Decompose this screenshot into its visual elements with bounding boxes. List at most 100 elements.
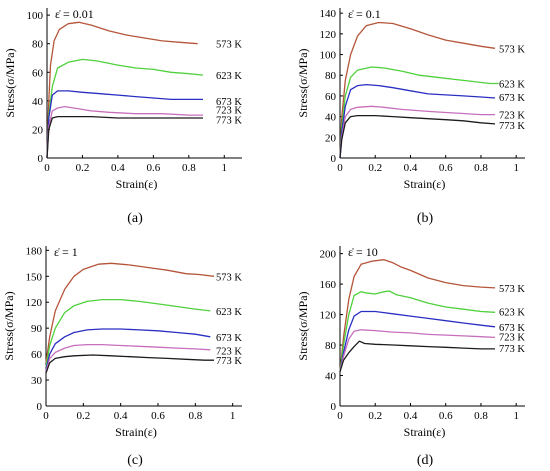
y-tick-label: 200: [320, 249, 337, 261]
x-tick-label: 1: [230, 410, 236, 422]
x-tick-label: 0.8: [474, 162, 488, 174]
y-tick-label: 80: [32, 39, 44, 51]
x-tick-label: 0.2: [76, 162, 90, 174]
x-tick-label: 0.8: [474, 410, 488, 422]
series-line-773k: [339, 114, 496, 159]
y-tick-label: 0: [331, 153, 337, 165]
y-tick-label: 20: [325, 132, 337, 144]
series-label: 573 K: [499, 284, 525, 295]
series-label: 673 K: [216, 333, 242, 344]
x-tick-label: 0.4: [111, 162, 125, 174]
series-line-623k: [339, 66, 499, 159]
x-tick-label: 1: [513, 162, 519, 174]
strain-rate-annotation: ε̇ = 10: [348, 245, 378, 259]
strain-rate-annotation: ε̇ = 0.01: [55, 7, 94, 21]
series-label: 773 K: [499, 121, 525, 132]
y-tick-label: 120: [320, 29, 337, 41]
y-tick-label: 100: [320, 50, 337, 62]
panel-c: 0 0.2 0.4 0.6 0.8 1 0 30 60 90 120 150 180 Strain(ε) S…: [2, 245, 242, 468]
y-axis-label: Stress(σ/MPa): [3, 48, 17, 117]
y-tick-label: 150: [26, 271, 43, 283]
series-line-773k: [339, 340, 495, 372]
series-label: 623 K: [499, 308, 525, 319]
series-line-773k: [45, 354, 214, 374]
series-line-673k: [45, 328, 211, 370]
x-axis-label: Strain(ε): [404, 425, 446, 439]
series-label: 723 K: [499, 111, 525, 122]
series-line-723k: [46, 105, 203, 159]
series-line-623k: [45, 298, 211, 368]
y-axis-label: Stress(σ/MPa): [296, 48, 310, 117]
x-tick-label: 0: [337, 410, 343, 422]
series-label: 673 K: [216, 97, 242, 108]
panel-b: 0 0.2 0.4 0.6 0.8 1 0 20 40 60 80 100 120 140 Strain(ε…: [296, 7, 525, 226]
series-line-723k: [339, 105, 495, 159]
x-tick-label: 0.4: [404, 410, 418, 422]
x-tick-label: 0.2: [368, 410, 382, 422]
series-line-773k: [46, 115, 203, 159]
y-tick-label: 40: [32, 96, 44, 108]
series-label: 673 K: [499, 323, 525, 334]
series-line-573k: [45, 262, 215, 363]
x-tick-label: 0: [337, 162, 343, 174]
y-tick-label: 100: [27, 10, 44, 22]
series-line-573k: [339, 21, 496, 159]
y-tick-label: 90: [31, 323, 43, 335]
x-axis-label: Strain(ε): [404, 177, 446, 191]
y-tick-label: 60: [325, 91, 337, 103]
y-tick-label: 0: [331, 401, 337, 413]
x-tick-label: 0.6: [439, 410, 453, 422]
x-tick-label: 0.4: [114, 410, 128, 422]
series-label: 573 K: [216, 272, 242, 283]
series-line-623k: [339, 290, 496, 372]
y-tick-label: 80: [325, 340, 337, 352]
x-tick-label: 0.8: [182, 162, 196, 174]
x-tick-label: 0: [44, 162, 50, 174]
x-axis-label: Strain(ε): [116, 177, 158, 191]
x-axis-label: Strain(ε): [115, 425, 157, 439]
series-line-723k: [45, 343, 211, 372]
series-label: 723 K: [216, 347, 242, 358]
x-tick-label: 0.8: [188, 410, 202, 422]
series-line-573k: [46, 21, 198, 159]
series-line-623k: [46, 58, 204, 159]
y-tick-label: 120: [320, 310, 337, 322]
series-label: 773 K: [216, 115, 242, 126]
x-tick-label: 1: [222, 162, 228, 174]
series-line-573k: [339, 259, 496, 372]
y-tick-label: 180: [26, 245, 43, 257]
series-label: 773 K: [216, 356, 242, 367]
y-tick-label: 30: [31, 375, 43, 387]
y-tick-label: 160: [320, 279, 337, 291]
series-label: 773 K: [499, 344, 525, 355]
series-label: 673 K: [499, 93, 525, 104]
series-label: 723 K: [216, 105, 242, 116]
x-tick-label: 0: [43, 410, 49, 422]
panel-caption: (d): [417, 453, 434, 468]
y-axis-label: Stress(σ/MPa): [296, 291, 310, 360]
x-tick-label: 0.6: [439, 162, 453, 174]
x-tick-label: 1: [513, 410, 519, 422]
y-tick-label: 0: [37, 401, 43, 413]
series-label: 623 K: [216, 71, 242, 82]
x-tick-label: 0.6: [151, 410, 165, 422]
panel-a: 0 0.2 0.4 0.6 0.8 1 0 20 40 60 80 100 Strain(ε) Stres…: [3, 7, 242, 226]
series-label: 623 K: [499, 80, 525, 91]
strain-rate-annotation: ε̇ = 0.1: [348, 7, 381, 21]
series-line-673k: [46, 90, 203, 159]
panel-d: 0 0.2 0.4 0.6 0.8 1 0 40 80 120 160 200 Strain(ε) Str…: [296, 245, 525, 468]
series-label: 573 K: [499, 44, 525, 55]
x-tick-label: 0.4: [404, 162, 418, 174]
series-line-673k: [339, 310, 496, 372]
panel-caption: (b): [417, 211, 434, 226]
y-tick-label: 40: [325, 371, 337, 383]
y-tick-label: 40: [325, 112, 337, 124]
panel-caption: (c): [127, 453, 143, 468]
series-line-673k: [339, 83, 496, 159]
panel-caption: (a): [127, 211, 143, 226]
x-tick-label: 0.2: [368, 162, 382, 174]
series-label: 573 K: [216, 40, 242, 51]
series-line-723k: [339, 329, 496, 372]
strain-rate-annotation: ε̇ = 1: [54, 245, 78, 259]
